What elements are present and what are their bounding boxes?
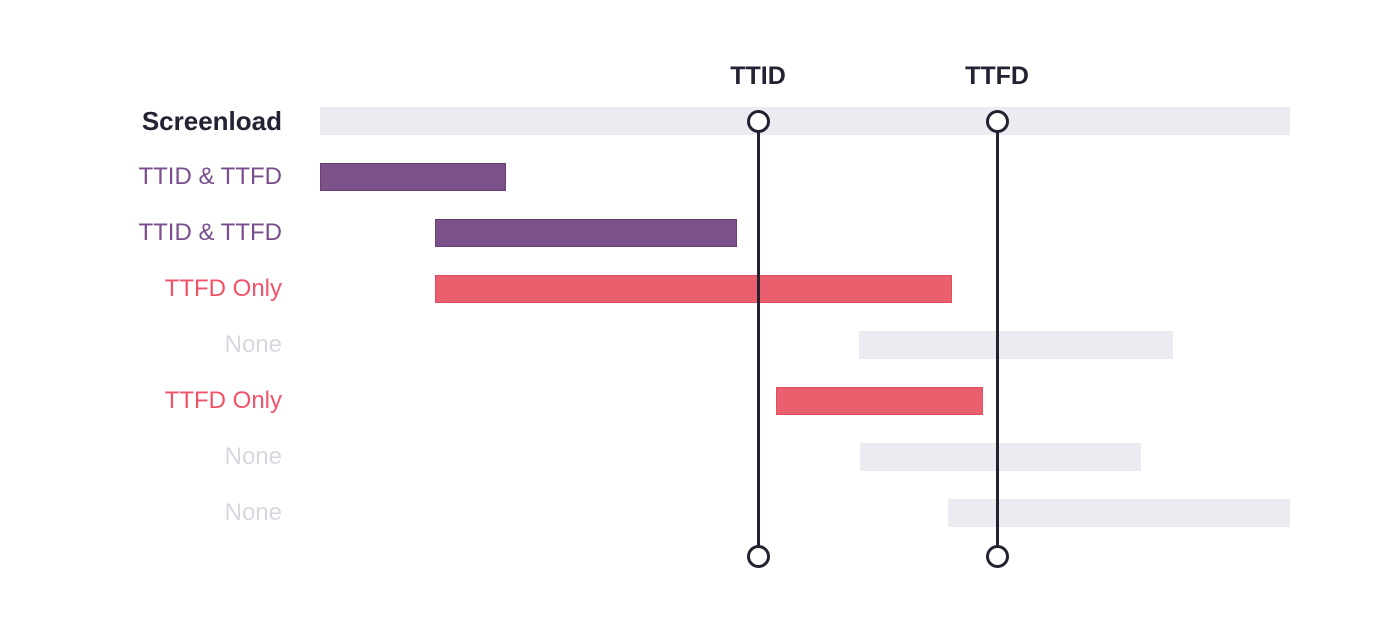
row-ttfd-only-2: TTFD Only [0,387,1400,415]
timeline-bar [320,163,506,191]
row-ttid-ttfd-2: TTID & TTFD [0,219,1400,247]
ttfd-bottom-circle-icon [985,544,1009,568]
row-none-1: None [0,331,1400,359]
timeline-bar [948,499,1290,527]
row-label: None [224,331,282,358]
ttfd-marker-label: TTFD [965,62,1029,90]
timeline-bar [859,331,1173,359]
row-none-3: None [0,499,1400,527]
timeline-bar [776,387,983,415]
row-label: None [224,443,282,470]
ttid-top-circle-icon [746,109,770,133]
row-ttfd-only-1: TTFD Only [0,275,1400,303]
row-ttid-ttfd-1: TTID & TTFD [0,163,1400,191]
timeline-bar [435,219,737,247]
row-label: TTFD Only [164,275,282,302]
ttfd-top-circle-icon [985,109,1009,133]
row-label: None [224,499,282,526]
row-none-2: None [0,443,1400,471]
row-label: Screenload [141,106,282,136]
ttid-marker-line [756,121,760,556]
row-label: TTFD Only [164,387,282,414]
timeline-bar [320,107,1290,135]
ttid-bottom-circle-icon [746,544,770,568]
timeline-bar [435,275,952,303]
ttfd-marker-line [995,121,999,556]
ttid-marker-label: TTID [730,62,786,90]
row-label: TTID & TTFD [138,163,282,190]
row-screenload: Screenload [0,107,1400,135]
timeline-bar [860,443,1141,471]
row-label: TTID & TTFD [138,219,282,246]
